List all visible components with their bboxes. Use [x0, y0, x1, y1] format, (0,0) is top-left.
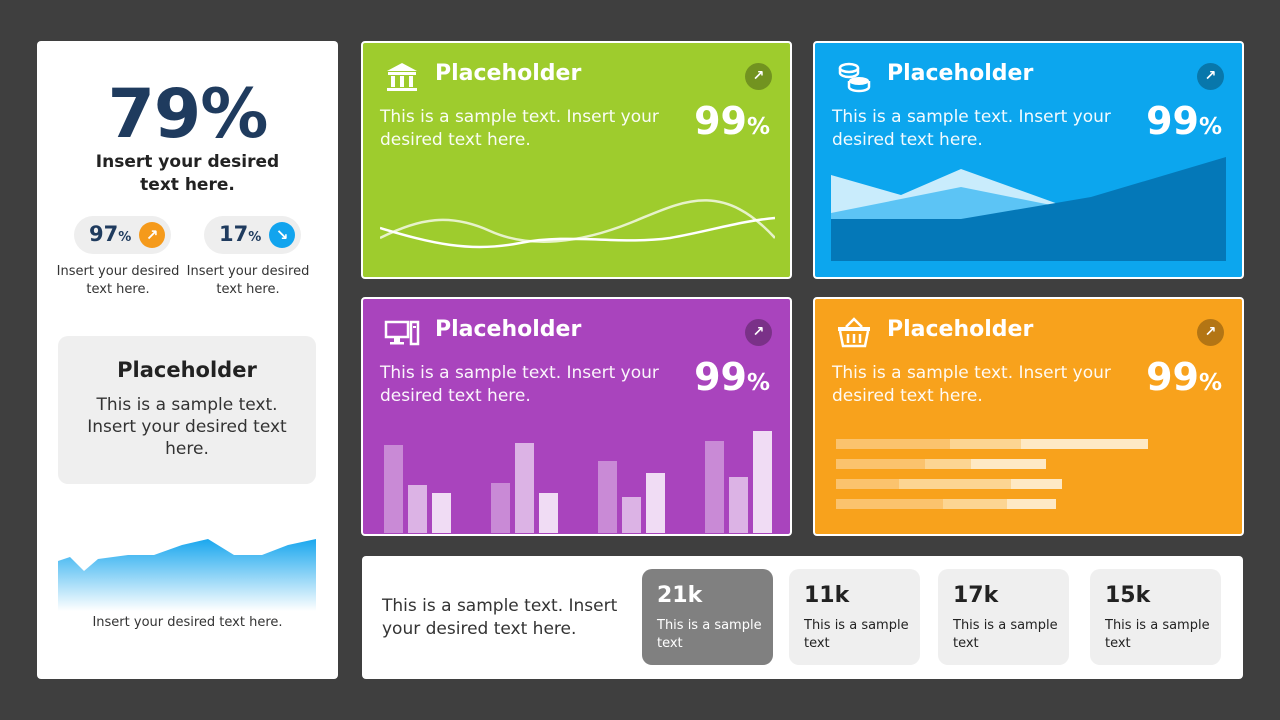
kpi-pill-2: 17% ↘	[204, 216, 301, 254]
bar	[622, 497, 641, 533]
arrow-up-right-icon[interactable]: ↗	[745, 319, 772, 346]
kpi-caption-2: Insert your desired text here.	[186, 264, 310, 297]
hbar-seg	[971, 459, 1046, 469]
hbar-seg	[1021, 439, 1148, 449]
placeholder-box: Placeholder This is a sample text. Inser…	[58, 336, 316, 484]
wave-series-1	[380, 199, 775, 243]
arrow-up-right-icon[interactable]: ↗	[1197, 319, 1224, 346]
hbar-seg	[836, 439, 950, 449]
card-percent: 99%	[1146, 99, 1222, 143]
kpi-caption-1: Insert your desired text here.	[56, 264, 180, 297]
computer-icon	[384, 320, 420, 346]
card-text: This is a sample text. Insert your desir…	[380, 107, 659, 150]
card-blue[interactable]: Placeholder ↗ This is a sample text. Ins…	[813, 41, 1244, 279]
card-title: Placeholder	[887, 317, 1034, 342]
card-title: Placeholder	[435, 317, 582, 342]
card-text: This is a sample text. Insert your desir…	[832, 107, 1111, 150]
area-layer-3	[831, 157, 1226, 261]
stat-caption: This is a sample text	[804, 618, 909, 651]
hbar-seg	[1011, 479, 1062, 489]
arrow-up-right-icon[interactable]: ↗	[1197, 63, 1224, 90]
arrow-up-right-icon[interactable]: ↗	[139, 222, 165, 248]
main-percent: 79%	[107, 75, 269, 154]
bar	[408, 485, 427, 533]
area-shape	[58, 539, 316, 611]
stat-card-1[interactable]: 21k This is a sample text	[642, 569, 773, 665]
arrow-up-right-icon[interactable]: ↗	[745, 63, 772, 90]
summary-panel: 79% Insert your desired text here. 97% ↗…	[37, 41, 338, 679]
card-title: Placeholder	[887, 61, 1034, 86]
stat-value: 11k	[804, 583, 850, 608]
hbar-seg	[950, 439, 1021, 449]
bar	[705, 441, 724, 533]
stats-panel: This is a sample text. Insert your desir…	[362, 556, 1243, 679]
bank-icon	[387, 63, 417, 91]
hbar-seg	[943, 499, 1007, 509]
bar	[515, 443, 534, 533]
card-orange[interactable]: Placeholder ↗ This is a sample text. Ins…	[813, 297, 1244, 536]
stat-value: 15k	[1105, 583, 1151, 608]
stat-card-3[interactable]: 17k This is a sample text	[938, 569, 1069, 665]
bar	[491, 483, 510, 533]
stat-card-4[interactable]: 15k This is a sample text	[1090, 569, 1221, 665]
main-caption: Insert your desired text here.	[95, 152, 280, 195]
card-purple[interactable]: Placeholder ↗ This is a sample text. Ins…	[361, 297, 792, 536]
wave-line-chart	[380, 199, 775, 249]
basket-icon	[838, 317, 870, 348]
grouped-bar-chart	[384, 431, 772, 533]
placeholder-text: This is a sample text. Insert your desir…	[87, 395, 287, 459]
area-chart-caption: Insert your desired text here.	[92, 615, 283, 630]
bar	[729, 477, 748, 533]
hbar-seg	[836, 459, 925, 469]
card-percent: 99%	[694, 99, 770, 143]
bar	[384, 445, 403, 533]
coins-icon	[838, 62, 871, 93]
stat-card-2[interactable]: 11k This is a sample text	[789, 569, 920, 665]
bar	[432, 493, 451, 533]
stat-value: 21k	[657, 583, 703, 608]
bar	[753, 431, 772, 533]
hbar-seg	[1007, 499, 1056, 509]
bar	[539, 493, 558, 533]
hbar-seg	[899, 479, 1011, 489]
card-text: This is a sample text. Insert your desir…	[832, 363, 1111, 406]
wave-series-2	[380, 216, 775, 249]
kpi-value-1: 97%	[89, 222, 132, 246]
bar	[598, 461, 617, 533]
bar	[646, 473, 665, 533]
placeholder-title: Placeholder	[117, 358, 257, 382]
kpi-value-2: 17%	[219, 222, 262, 246]
kpi-pill-1: 97% ↗	[74, 216, 171, 254]
layered-area-chart	[831, 157, 1226, 261]
stats-description: This is a sample text. Insert your desir…	[382, 596, 618, 639]
hbar-seg	[836, 499, 943, 509]
stat-caption: This is a sample text	[1105, 618, 1210, 651]
stat-value: 17k	[953, 583, 999, 608]
card-percent: 99%	[1146, 355, 1222, 399]
card-title: Placeholder	[435, 61, 582, 86]
card-percent: 99%	[694, 355, 770, 399]
mini-area-chart	[58, 539, 316, 611]
arrow-down-right-icon[interactable]: ↘	[269, 222, 295, 248]
card-green[interactable]: Placeholder ↗ This is a sample text. Ins…	[361, 41, 792, 279]
hbar-seg	[836, 479, 899, 489]
card-text: This is a sample text. Insert your desir…	[380, 363, 659, 406]
stacked-hbar-chart	[836, 439, 1148, 509]
stat-caption: This is a sample text	[657, 618, 762, 651]
stat-caption: This is a sample text	[953, 618, 1058, 651]
hbar-seg	[925, 459, 971, 469]
